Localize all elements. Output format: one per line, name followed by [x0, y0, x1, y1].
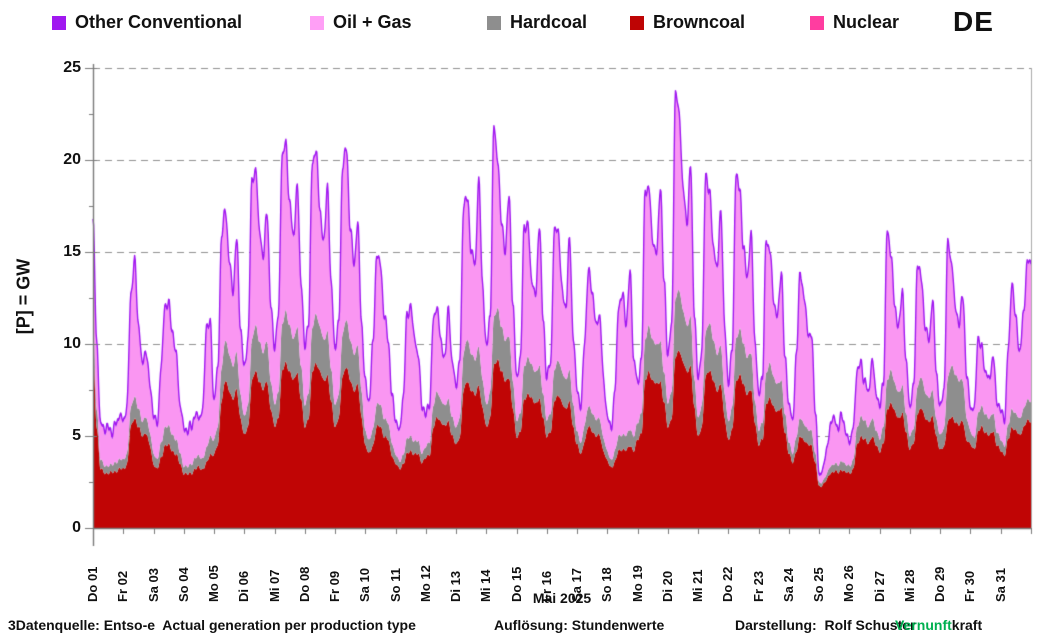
x-tick-label: Fr 09 [327, 570, 343, 602]
x-axis-title: Mai 2025 [532, 590, 592, 606]
hardcoal-swatch-icon [487, 15, 501, 30]
brand-logo-text: Vernunftkraft [895, 617, 982, 633]
y-axis-title: [P] = GW [13, 258, 34, 335]
x-tick-label: Sa 31 [992, 568, 1008, 602]
author-text: Darstellung: Rolf Schuster [735, 617, 916, 633]
x-tick-label: So 04 [175, 567, 191, 602]
legend-label: Other Conventional [75, 12, 243, 32]
x-tick-label: Do 22 [720, 566, 736, 602]
y-tick-label: 5 [72, 427, 81, 444]
browncoal-swatch-icon [630, 15, 644, 30]
brand-green-part: Vernunft [895, 617, 952, 633]
x-tick-label: Mo 12 [417, 565, 433, 602]
legend-label: Hardcoal [510, 12, 588, 32]
x-tick-label: Do 15 [508, 566, 524, 602]
y-tick-label: 25 [63, 59, 81, 76]
legend-label: Nuclear [833, 12, 900, 32]
x-tick-label: Di 06 [236, 570, 252, 602]
x-tick-label: Do 08 [296, 566, 312, 602]
legend-item-browncoal: Browncoal [630, 12, 745, 33]
x-tick-label: Mo 19 [629, 565, 645, 602]
x-tick-label: Do 01 [85, 566, 100, 602]
x-tick-label: Mi 21 [690, 569, 706, 602]
oil-gas-swatch-icon [310, 15, 324, 30]
legend-item-other-conventional: Other Conventional [52, 12, 242, 33]
x-tick-label: So 11 [387, 568, 403, 602]
x-tick-label: So 18 [599, 567, 615, 602]
other-conventional-swatch-icon [52, 15, 66, 30]
x-tick-label: Mo 26 [841, 565, 857, 602]
x-tick-label: Fr 16 [538, 570, 554, 602]
x-tick-label: Di 27 [871, 570, 887, 602]
x-tick-label: Fr 30 [962, 570, 978, 602]
x-tick-label: Di 13 [448, 570, 464, 602]
y-tick-label: 20 [63, 151, 81, 168]
x-tick-label: Fr 23 [750, 570, 766, 602]
x-tick-label: Mi 07 [266, 569, 282, 602]
x-tick-label: Sa 10 [357, 568, 373, 602]
legend-item-nuclear: Nuclear [810, 12, 899, 33]
resolution-text: Auflösung: Stundenwerte [494, 617, 665, 633]
x-tick-label: Sa 24 [780, 568, 796, 602]
y-tick-label: 0 [72, 519, 81, 536]
legend-item-hardcoal: Hardcoal [487, 12, 587, 33]
x-tick-label: Sa 17 [569, 568, 585, 602]
legend-label: Browncoal [653, 12, 746, 32]
x-tick-label: Mi 14 [478, 569, 494, 602]
x-tick-label: Mo 05 [206, 565, 222, 602]
legend-item-oil-gas: Oil + Gas [310, 12, 412, 33]
data-source-text: 3Datenquelle: Entso-e Actual generation … [8, 617, 416, 633]
nuclear-swatch-icon [810, 15, 824, 30]
brand-black-part: kraft [951, 617, 983, 633]
x-tick-label: Di 20 [659, 570, 675, 602]
x-tick-label: Mi 28 [901, 569, 917, 602]
legend-label: Oil + Gas [333, 12, 412, 32]
y-tick-label: 10 [63, 335, 81, 352]
x-tick-label: Sa 03 [145, 568, 161, 602]
y-tick-label: 15 [63, 243, 81, 260]
country-code-label: DE [953, 6, 994, 37]
x-tick-label: Do 29 [932, 566, 948, 602]
x-tick-label: So 25 [811, 567, 827, 602]
x-tick-label: Fr 02 [115, 570, 131, 602]
